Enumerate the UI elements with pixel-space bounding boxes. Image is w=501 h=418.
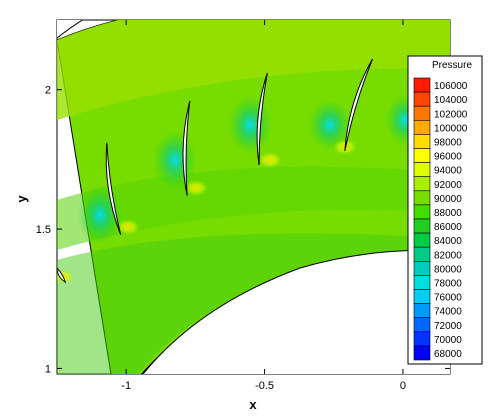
legend-label: 104000 (434, 95, 468, 106)
legend-entries: 106000 104000 102000 100000 98000 96000 94000 9… (413, 77, 468, 361)
legend-swatch (413, 260, 431, 276)
legend-swatch (413, 289, 431, 304)
legend-label: 88000 (434, 208, 462, 219)
legend-label: 94000 (434, 166, 462, 177)
legend-label: 96000 (434, 152, 462, 163)
legend-swatch (413, 190, 431, 206)
high-pressure-zone (184, 180, 208, 196)
legend-swatch (413, 91, 431, 107)
legend-label: 70000 (434, 335, 462, 346)
outer-band (57, 20, 450, 120)
axes: -1 -0.5 0 1 1.5 2 (36, 20, 450, 392)
blade (344, 58, 373, 152)
legend-label: 68000 (434, 349, 462, 360)
legend-label: 106000 (434, 81, 468, 92)
legend: Pressure 106000 104000 102000 100000 98000 96… (407, 55, 483, 365)
high-pressure-zone (57, 270, 74, 284)
legend-label: 76000 (434, 293, 462, 304)
high-pressure-zone (258, 152, 282, 168)
legend-swatch (413, 148, 431, 163)
x-tick-label: 0 (400, 380, 406, 392)
legend-swatch (413, 345, 431, 361)
high-pressure-zone (116, 219, 140, 235)
legend-label: 80000 (434, 264, 462, 275)
x-tick-label: -1 (121, 380, 131, 392)
y-tick-label: 1.5 (36, 224, 51, 236)
legend-swatch (413, 232, 431, 248)
legend-label: 84000 (434, 236, 462, 247)
x-axis-label: x (249, 397, 257, 412)
legend-swatch (413, 77, 431, 93)
legend-title: Pressure (432, 60, 472, 71)
x-tick-label: -0.5 (255, 380, 274, 392)
legend-swatch (413, 134, 431, 149)
contour-field (57, 20, 450, 374)
legend-label: 86000 (434, 222, 462, 233)
legend-swatch (413, 218, 431, 234)
legend-swatch (413, 275, 431, 290)
legend-swatch (413, 176, 431, 192)
legend-label: 74000 (434, 307, 462, 318)
legend-label: 92000 (434, 180, 462, 191)
legend-swatch (413, 120, 431, 135)
legend-label: 102000 (434, 109, 468, 120)
legend-swatch (413, 105, 431, 121)
legend-swatch (413, 303, 431, 319)
legend-label: 78000 (434, 278, 462, 289)
y-tick-label: 1 (45, 363, 51, 375)
legend-swatch (413, 246, 431, 262)
legend-label: 90000 (434, 194, 462, 205)
low-pressure-zone (308, 99, 352, 151)
y-axis-label: y (14, 195, 29, 203)
blade (57, 267, 67, 284)
legend-swatch (413, 162, 431, 178)
mid-band (57, 166, 450, 250)
shroud-region (57, 20, 84, 39)
legend-swatch (413, 317, 431, 333)
legend-label: 72000 (434, 321, 462, 332)
hub-band (57, 233, 450, 374)
y-tick-label: 2 (45, 85, 51, 97)
blade (182, 100, 191, 196)
low-pressure-zone (228, 95, 272, 155)
blade (256, 72, 268, 166)
legend-label: 98000 (434, 137, 462, 148)
legend-swatch (413, 204, 431, 220)
legend-swatch (413, 331, 431, 347)
legend-label: 82000 (434, 250, 462, 261)
legend-label: 100000 (434, 123, 468, 134)
blade (105, 142, 122, 235)
